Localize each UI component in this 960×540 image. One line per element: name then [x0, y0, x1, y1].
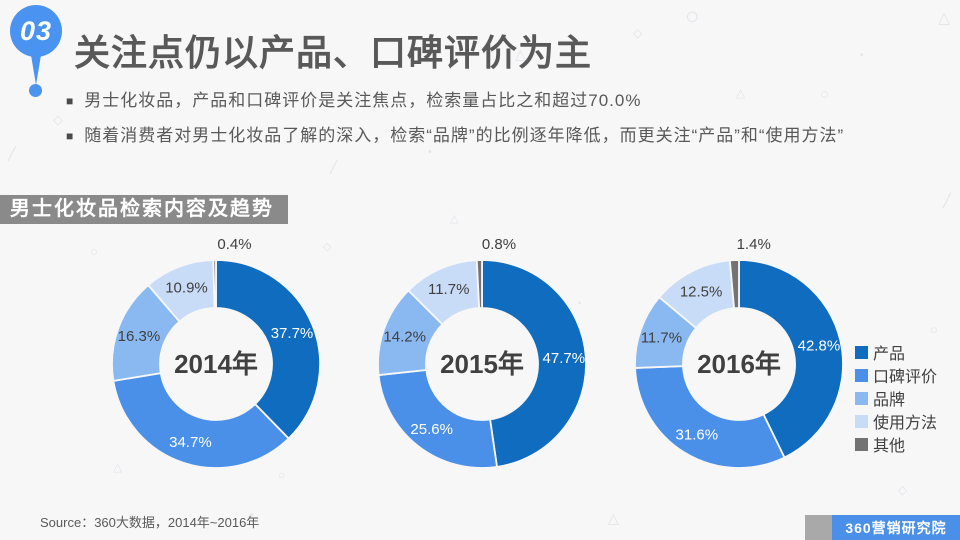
donut-chart-2015: 47.7% 25.6% 14.2% 11.7% 0.8% 2015年 — [362, 231, 602, 481]
slice-percent-label: 47.7% — [543, 350, 586, 367]
legend-swatch-icon — [855, 414, 868, 428]
slice-percent-label: 11.7% — [641, 329, 682, 346]
legend-swatch-icon — [855, 391, 868, 405]
donut-chart-2016: 42.8% 31.6% 11.7% 12.5% 1.4% 2016年 — [619, 231, 859, 481]
badge-pin-dot-icon — [29, 84, 42, 97]
donut-slice-口碑评价 — [112, 372, 290, 469]
donut-slice-产品 — [738, 259, 844, 459]
source-note: Source：360大数据，2014年~2016年 — [40, 515, 260, 530]
bullet-text: 随着消费者对男士化妆品了解的深入，检索“品牌”的比例逐年降低，而更关注“产品”和… — [84, 126, 845, 145]
bullet-square-icon: ■ — [66, 94, 74, 108]
bullet-item: ■ 男士化妆品，产品和口碑评价是关注焦点，检索量占比之和超过70.0% — [66, 84, 896, 118]
donut-slice-其他 — [728, 259, 740, 310]
slice-percent-label: 12.5% — [680, 283, 723, 300]
chart-legend: 产品 口碑评价 品牌 使用方法 其他 — [855, 344, 937, 459]
section-number: 03 — [19, 15, 53, 46]
legend-label: 口碑评价 — [873, 369, 938, 386]
slice-percent-label: 10.9% — [165, 280, 208, 297]
footer-logo-mark — [805, 515, 832, 540]
footer-logo-bar: 360营销研究院 — [832, 515, 960, 540]
bullet-square-icon: ■ — [66, 129, 74, 143]
slice-percent-label: 34.7% — [169, 434, 212, 451]
section-number-badge: 03 — [10, 5, 62, 57]
donut-center-year-label: 2016年 — [697, 349, 781, 379]
bullet-item: ■ 随着消费者对男士化妆品了解的深入，检索“品牌”的比例逐年降低，而更关注“产品… — [66, 119, 896, 153]
slice-percent-label: 37.7% — [271, 325, 314, 342]
legend-item-product: 产品 — [855, 344, 937, 363]
donut-slice-口碑评价 — [377, 368, 499, 469]
donut-chart-2014: 37.7% 34.7% 16.3% 10.9% 0.4% 2014年 — [96, 231, 336, 481]
slice-percent-label: 1.4% — [737, 236, 771, 253]
legend-item-word-of-mouth: 口碑评价 — [855, 367, 937, 386]
bullet-text: 男士化妆品，产品和口碑评价是关注焦点，检索量占比之和超过70.0% — [84, 91, 642, 110]
legend-item-usage: 使用方法 — [855, 413, 937, 432]
legend-item-brand: 品牌 — [855, 390, 937, 409]
legend-item-other: 其他 — [855, 436, 937, 455]
legend-swatch-icon — [855, 437, 868, 451]
slice-percent-label: 0.8% — [482, 236, 516, 253]
footer-logo-text: 360营销研究院 — [845, 519, 947, 536]
slice-percent-label: 0.4% — [217, 236, 251, 253]
slice-percent-label: 11.7% — [428, 281, 469, 298]
donut-center-year-label: 2014年 — [174, 349, 258, 379]
legend-swatch-icon — [855, 368, 868, 382]
slice-percent-label: 42.8% — [798, 338, 841, 355]
badge-pin-tail-icon — [31, 55, 41, 85]
slice-percent-label: 31.6% — [676, 426, 719, 443]
donut-slice-产品 — [481, 259, 587, 468]
donut-slice-产品 — [215, 259, 321, 440]
slice-percent-label: 16.3% — [118, 328, 161, 345]
slide-title: 关注点仍以产品、口碑评价为主 — [74, 32, 593, 73]
slice-percent-label: 25.6% — [410, 421, 453, 438]
legend-label: 使用方法 — [873, 415, 938, 432]
chart-section-banner: 男士化妆品检索内容及趋势 — [0, 195, 288, 224]
legend-swatch-icon — [855, 345, 868, 359]
donut-slice-口碑评价 — [634, 365, 786, 469]
donut-center-year-label: 2015年 — [440, 349, 524, 379]
donut-slice-其他 — [212, 259, 217, 309]
slice-percent-label: 14.2% — [383, 329, 426, 346]
legend-label: 品牌 — [873, 392, 906, 409]
donut-slice-其他 — [475, 259, 483, 310]
bullet-list: ■ 男士化妆品，产品和口碑评价是关注焦点，检索量占比之和超过70.0% ■ 随着… — [66, 84, 896, 154]
legend-label: 产品 — [873, 346, 906, 363]
legend-label: 其他 — [873, 438, 906, 455]
